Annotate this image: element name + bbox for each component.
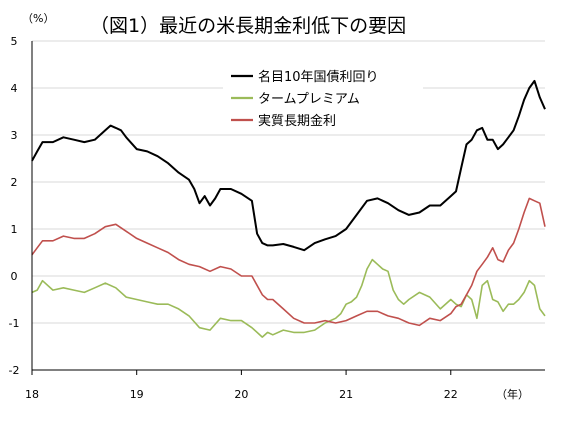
series-line-0: [31, 79, 546, 252]
series-line-1: [31, 258, 546, 338]
y-axis-unit: （%）: [22, 12, 54, 25]
legend-label-2: 実質長期金利: [258, 113, 336, 129]
legend-label-1: タームプレミアム: [258, 92, 360, 107]
x-tick-label: 21: [339, 388, 353, 401]
series-line-2: [31, 197, 546, 327]
x-tick-label: 22: [444, 388, 458, 401]
y-tick-label: 0: [11, 270, 18, 283]
x-axis-unit: （年）: [496, 387, 529, 401]
series-lines: [31, 79, 546, 338]
legend-background: [223, 65, 423, 85]
y-tick-label: 5: [11, 35, 18, 48]
x-tick-label: 18: [25, 388, 39, 401]
y-tick-label: 1: [11, 223, 18, 236]
y-tick-label: -1: [9, 317, 20, 330]
chart-title: （図1）最近の米長期金利低下の要因: [90, 15, 406, 37]
y-tick-label: 3: [11, 129, 18, 142]
y-tick-label: -2: [9, 364, 20, 377]
legend-background: [223, 109, 423, 129]
legend-label-0: 名目10年国債利回り: [258, 69, 379, 85]
y-tick-label: 2: [11, 176, 18, 189]
x-axis-ticks: 18 19 20 21 22: [25, 370, 458, 401]
y-axis-ticks: 5 4 3 2 1 0 -1 -2: [9, 35, 20, 377]
x-tick-label: 20: [234, 388, 248, 401]
gridlines: [32, 40, 545, 324]
x-tick-label: 19: [130, 388, 144, 401]
axes: [31, 41, 545, 371]
y-tick-label: 4: [11, 82, 18, 95]
legend-background: [223, 87, 423, 107]
